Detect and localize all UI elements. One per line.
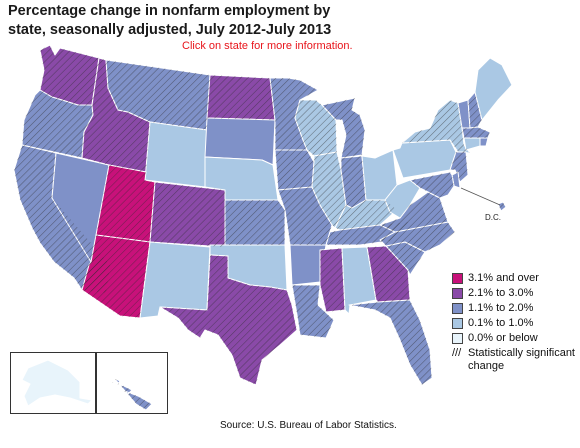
hatch-symbol: /// xyxy=(452,347,462,359)
dc-leader-line xyxy=(460,187,501,206)
state-IA[interactable] xyxy=(274,149,315,191)
state-ME[interactable] xyxy=(474,57,513,121)
state-ND[interactable] xyxy=(206,74,276,121)
source-note: Source: U.S. Bureau of Labor Statistics. xyxy=(220,420,397,431)
dc-label: D.C. xyxy=(485,213,501,222)
state-NM[interactable] xyxy=(139,241,211,319)
legend-significance: /// Statistically significant change xyxy=(452,347,580,375)
legend-label: 2.1% to 3.0% xyxy=(468,287,534,299)
legend-swatch-c4 xyxy=(452,288,463,299)
legend-swatch-c2 xyxy=(452,318,463,329)
map-title: Percentage change in nonfarm employment … xyxy=(8,3,332,38)
legend-swatch-c1 xyxy=(452,333,463,344)
state-AK[interactable] xyxy=(21,359,93,407)
legend-label: 1.1% to 2.0% xyxy=(468,302,534,314)
state-MA[interactable] xyxy=(461,126,491,139)
legend-item: 3.1% and over xyxy=(452,272,580,286)
alaska-inset xyxy=(10,352,96,414)
state-DC[interactable] xyxy=(497,201,507,212)
legend-item: 2.1% to 3.0% xyxy=(452,287,580,301)
state-FL[interactable] xyxy=(348,299,433,386)
state-WY[interactable] xyxy=(144,121,208,188)
legend-item: 1.1% to 2.0% xyxy=(452,302,580,316)
significance-label: Statistically significant change xyxy=(468,347,575,372)
legend-swatch-c3 xyxy=(452,303,463,314)
state-MS[interactable] xyxy=(319,247,346,313)
legend-label: 0.0% or below xyxy=(468,332,538,344)
legend-swatch-c5 xyxy=(452,273,463,284)
legend-item: 0.1% to 1.0% xyxy=(452,317,580,331)
click-instruction: Click on state for more information. xyxy=(182,40,353,52)
state-KS[interactable] xyxy=(224,199,286,246)
state-CT[interactable] xyxy=(463,137,481,151)
state-RI[interactable] xyxy=(479,137,489,147)
state-CO[interactable] xyxy=(149,181,226,248)
hawaii-inset xyxy=(96,352,168,414)
legend-label: 3.1% and over xyxy=(468,272,539,284)
legend-label: 0.1% to 1.0% xyxy=(468,317,534,329)
legend-item: 0.0% or below xyxy=(452,332,580,346)
